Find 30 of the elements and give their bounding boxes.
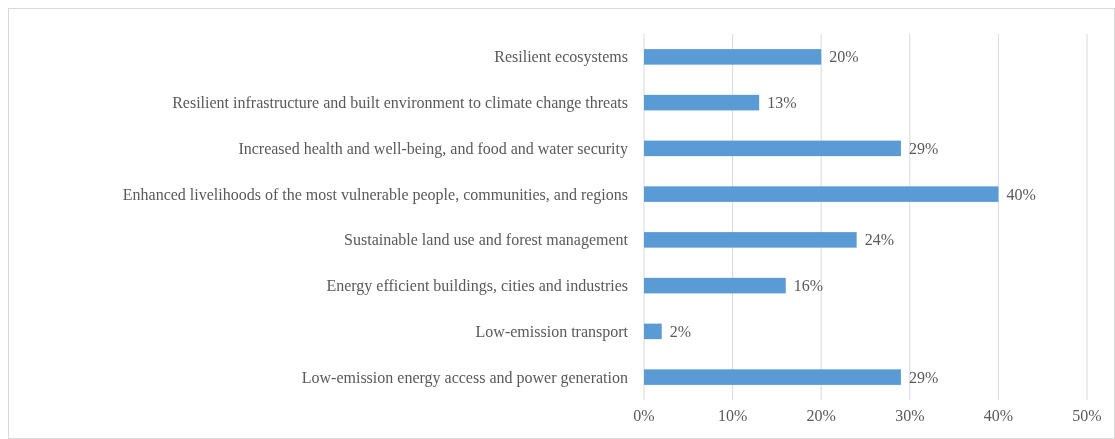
data-label: 13%: [767, 94, 797, 112]
bar: [644, 49, 822, 65]
data-label: 16%: [793, 277, 824, 295]
x-tick-label: 40%: [983, 407, 1014, 424]
x-tick-label: 0%: [633, 407, 655, 424]
data-label: 24%: [864, 231, 894, 249]
x-tick-label: 30%: [895, 407, 925, 424]
bar: [644, 232, 857, 248]
y-tick-label: Low-emission energy access and power generation: [301, 368, 628, 387]
data-label: 29%: [908, 139, 939, 157]
y-tick-label: Energy efficient buildings, cities and industries: [326, 277, 628, 296]
bar: [644, 277, 786, 294]
y-tick-label: Increased health and well-being, and food and water security: [238, 139, 628, 158]
bar: [644, 323, 662, 340]
data-label: 2%: [669, 322, 692, 340]
x-tick-label: 10%: [717, 407, 748, 424]
bar: [644, 140, 901, 157]
y-tick-label: Low-emission transport: [475, 322, 629, 341]
data-label: 29%: [908, 368, 939, 386]
y-tick-label: Resilient ecosystems: [494, 48, 628, 67]
y-tick-label: Enhanced livelihoods of the most vulnerable people, communities, and regions: [122, 185, 628, 204]
y-tick-label: Resilient infrastructure and built environment to climate change threats: [172, 94, 628, 113]
x-tick-label: 20%: [806, 407, 836, 424]
bar: [644, 186, 999, 202]
data-label: 20%: [829, 48, 859, 66]
x-tick-label: 50%: [1072, 407, 1102, 424]
data-label: 40%: [1006, 185, 1036, 203]
bar: [644, 94, 760, 111]
bar: [644, 369, 901, 385]
y-tick-label: Sustainable land use and forest management: [344, 231, 629, 250]
